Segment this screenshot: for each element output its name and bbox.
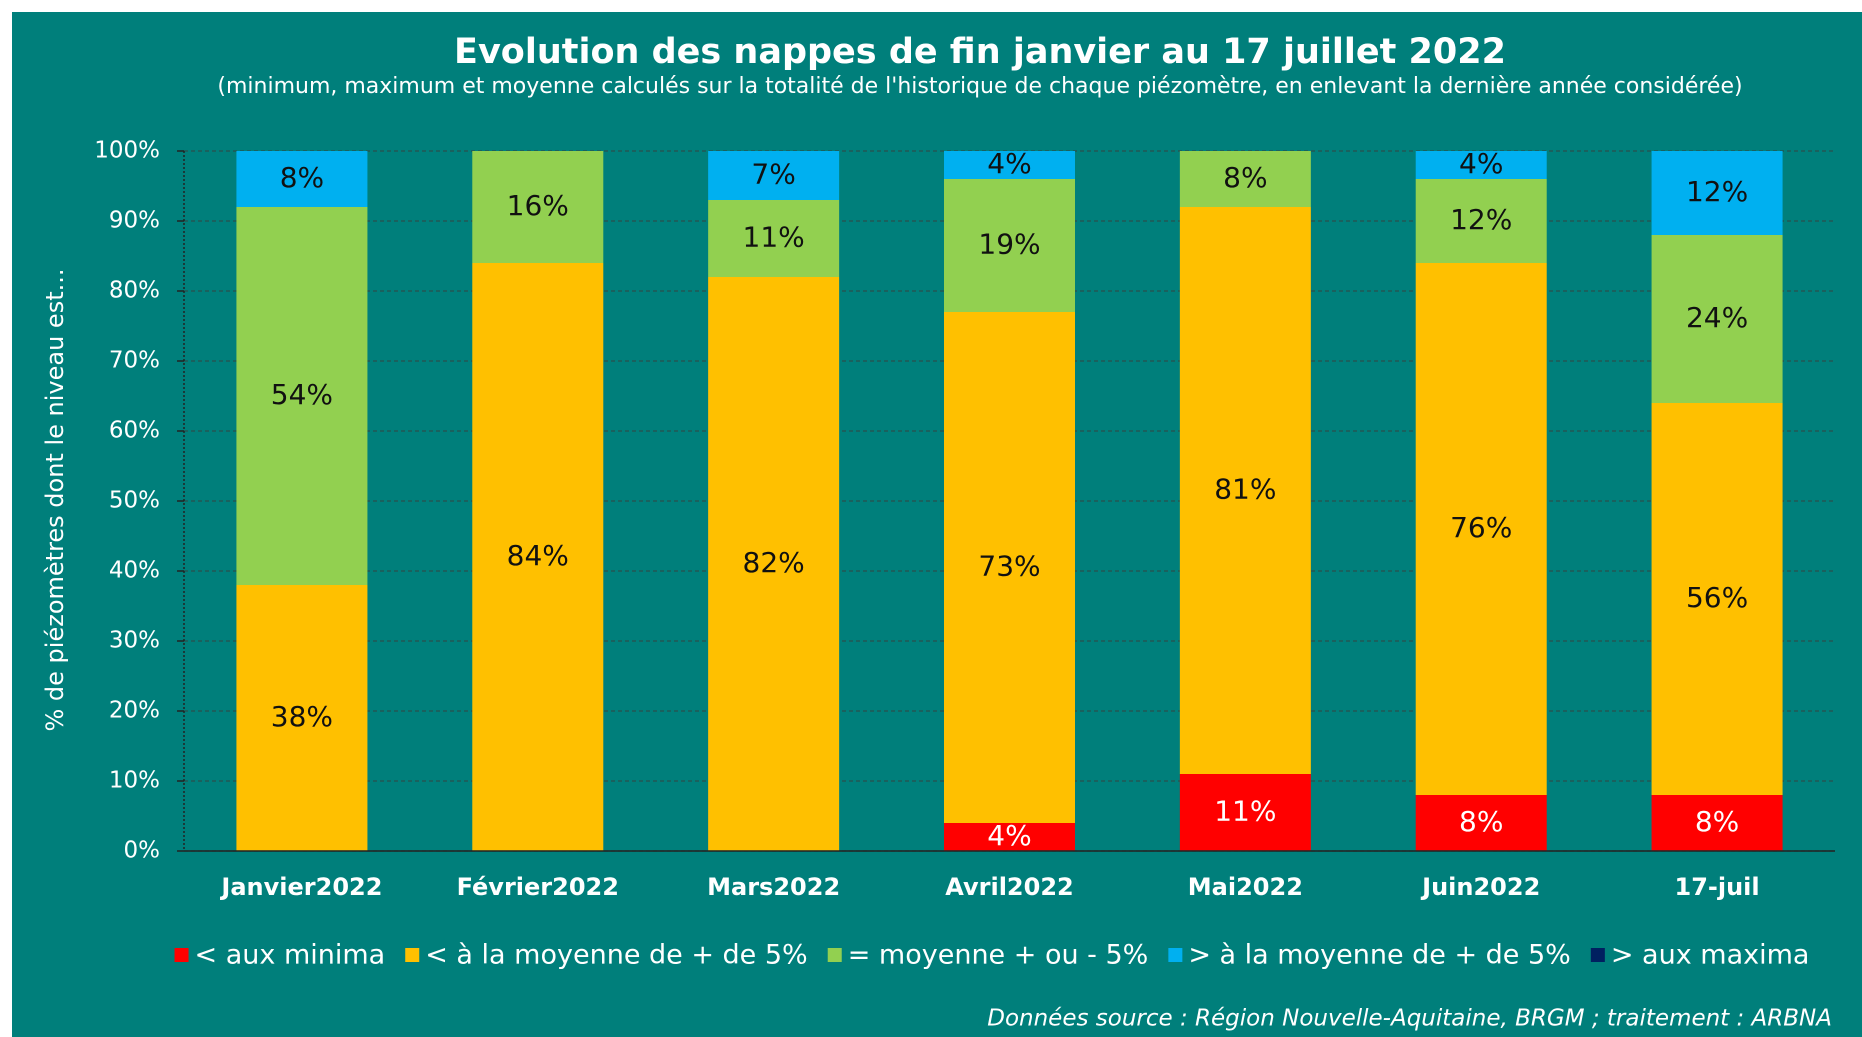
chart-subtitle: (minimum, maximum et moyenne calculés su… (217, 74, 1742, 99)
data-label: 11% (1214, 795, 1276, 828)
bar-segment (1651, 151, 1783, 235)
data-label: 4% (987, 819, 1031, 852)
bar-segment (472, 151, 604, 263)
data-label: 8% (280, 161, 324, 194)
legend-label: < aux minima (195, 940, 386, 971)
y-tick-label: 100% (94, 138, 160, 164)
legend-label: = moyenne + ou - 5% (848, 940, 1149, 971)
y-tick-label: 30% (109, 628, 160, 654)
bar-segment (708, 151, 840, 200)
source-note: Données source : Région Nouvelle-Aquitai… (987, 1006, 1832, 1032)
data-label: 82% (743, 546, 805, 579)
y-axis-label: % de piézomètres dont le niveau est... (41, 269, 69, 732)
bar-segment (1651, 235, 1783, 403)
legend-label: < à la moyenne de + de 5% (425, 940, 808, 971)
x-tick-label: Mars2022 (707, 873, 840, 901)
y-tick-label: 70% (109, 348, 160, 374)
data-label: 84% (507, 539, 569, 572)
data-label: 16% (507, 189, 569, 222)
data-label: 24% (1686, 301, 1748, 334)
legend-swatch (1590, 948, 1605, 962)
bar-segment (708, 200, 840, 277)
y-tick-label: 0% (124, 838, 161, 864)
x-tick-label: Avril2022 (945, 873, 1073, 901)
x-tick-label: Janvier2022 (219, 873, 382, 901)
data-label: 54% (271, 378, 333, 411)
x-tick-label: Février2022 (457, 873, 619, 901)
legend-label: > aux maxima (1611, 940, 1810, 971)
legend-swatch (174, 948, 189, 962)
bar-segment (1415, 151, 1547, 179)
x-tick-label: 17-juil (1675, 873, 1760, 901)
data-label: 4% (987, 147, 1031, 180)
legend-swatch (827, 948, 842, 962)
bar-segment (236, 585, 368, 851)
data-label: 12% (1450, 203, 1512, 236)
bar-segment (236, 151, 368, 207)
y-tick-label: 10% (109, 768, 160, 794)
bar-segment (944, 823, 1075, 851)
bar-segment (472, 263, 604, 851)
data-label: 8% (1223, 161, 1267, 194)
data-label: 11% (743, 221, 805, 254)
data-label: 56% (1686, 581, 1748, 614)
data-label: 7% (751, 158, 795, 191)
legend-swatch (405, 948, 420, 962)
data-label: 4% (1459, 147, 1503, 180)
bar-segment (944, 151, 1075, 179)
bar-segment (1651, 403, 1783, 795)
y-tick-label: 60% (109, 418, 160, 444)
data-label: 19% (978, 228, 1040, 261)
bar-segment (944, 312, 1075, 823)
x-tick-label: Mai2022 (1188, 873, 1303, 901)
data-label: 76% (1450, 511, 1512, 544)
x-tick-label: Juin2022 (1420, 873, 1540, 901)
bar-segment (1179, 151, 1311, 207)
legend-swatch (1168, 948, 1183, 962)
data-label: 81% (1214, 473, 1276, 506)
y-tick-label: 50% (109, 488, 160, 514)
bar-segment (708, 277, 840, 851)
y-tick-label: 80% (109, 278, 160, 304)
bar-segment (1179, 207, 1311, 774)
data-label: 73% (978, 550, 1040, 583)
data-label: 8% (1695, 805, 1739, 838)
bar-segment (1651, 795, 1783, 851)
bar-segment (1179, 774, 1311, 851)
bar-segment (1415, 179, 1547, 263)
bar-segment (1415, 795, 1547, 851)
bar-segment (236, 207, 368, 585)
data-label: 8% (1459, 805, 1503, 838)
data-label: 12% (1686, 175, 1748, 208)
bar-segment (944, 179, 1075, 312)
y-tick-label: 90% (109, 208, 160, 234)
bar-segment (1415, 263, 1547, 795)
chart-title: Evolution des nappes de fin janvier au 1… (454, 32, 1506, 72)
data-label: 38% (271, 700, 333, 733)
y-tick-label: 40% (109, 558, 160, 584)
legend-label: > à la moyenne de + de 5% (1188, 940, 1571, 971)
y-tick-label: 20% (109, 698, 160, 724)
